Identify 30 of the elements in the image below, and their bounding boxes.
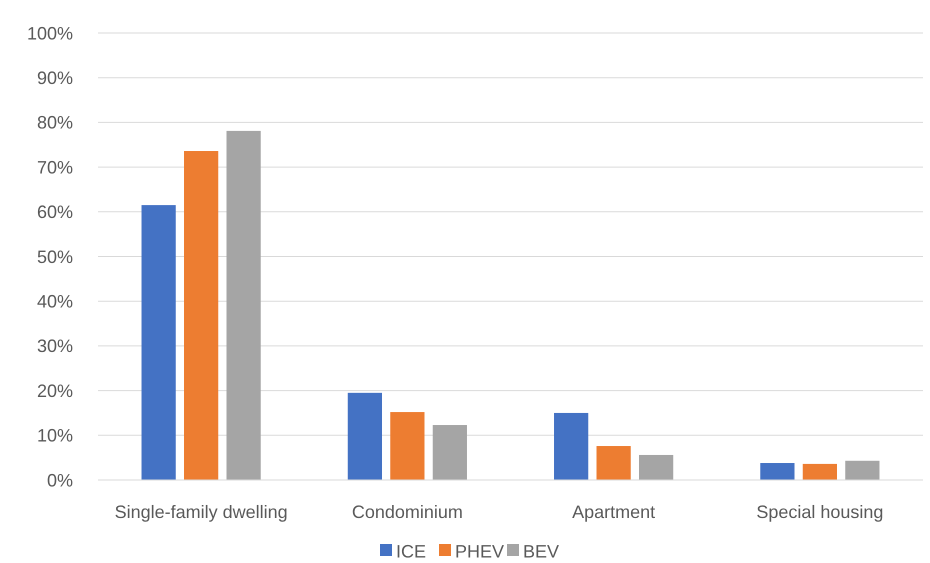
x-tick-label: Special housing: [756, 502, 884, 522]
y-tick-label: 60%: [36, 202, 73, 222]
bar: [348, 392, 382, 480]
bar: [432, 425, 467, 480]
bar: [226, 130, 261, 480]
bar: [554, 412, 588, 480]
bar: [142, 205, 176, 480]
y-tick-label: 80%: [36, 112, 73, 133]
y-tick-label: 40%: [36, 292, 73, 312]
y-tick-label: 30%: [36, 336, 73, 356]
y-tick-label: 100%: [26, 23, 73, 44]
bar: [802, 464, 837, 480]
x-tick-label: Condominium: [352, 502, 463, 522]
x-tick-label: Apartment: [572, 502, 656, 522]
y-tick-label: 50%: [36, 246, 73, 267]
bar: [184, 151, 218, 480]
y-tick-label: 90%: [36, 68, 73, 88]
bar: [845, 460, 880, 480]
bar: [638, 454, 674, 480]
bar: [760, 463, 795, 480]
y-tick-label: 10%: [36, 426, 73, 446]
y-tick-label: 70%: [36, 157, 73, 178]
y-tick-label: 20%: [36, 380, 73, 401]
bar: [596, 446, 631, 480]
y-tick-label: 0%: [46, 470, 73, 490]
x-tick-label: Single-family dwelling: [114, 502, 288, 522]
bar: [390, 412, 424, 480]
legend-label: ICE: [396, 541, 426, 562]
legend-label: BEV: [523, 541, 560, 562]
legend-label: PHEV: [455, 541, 504, 562]
